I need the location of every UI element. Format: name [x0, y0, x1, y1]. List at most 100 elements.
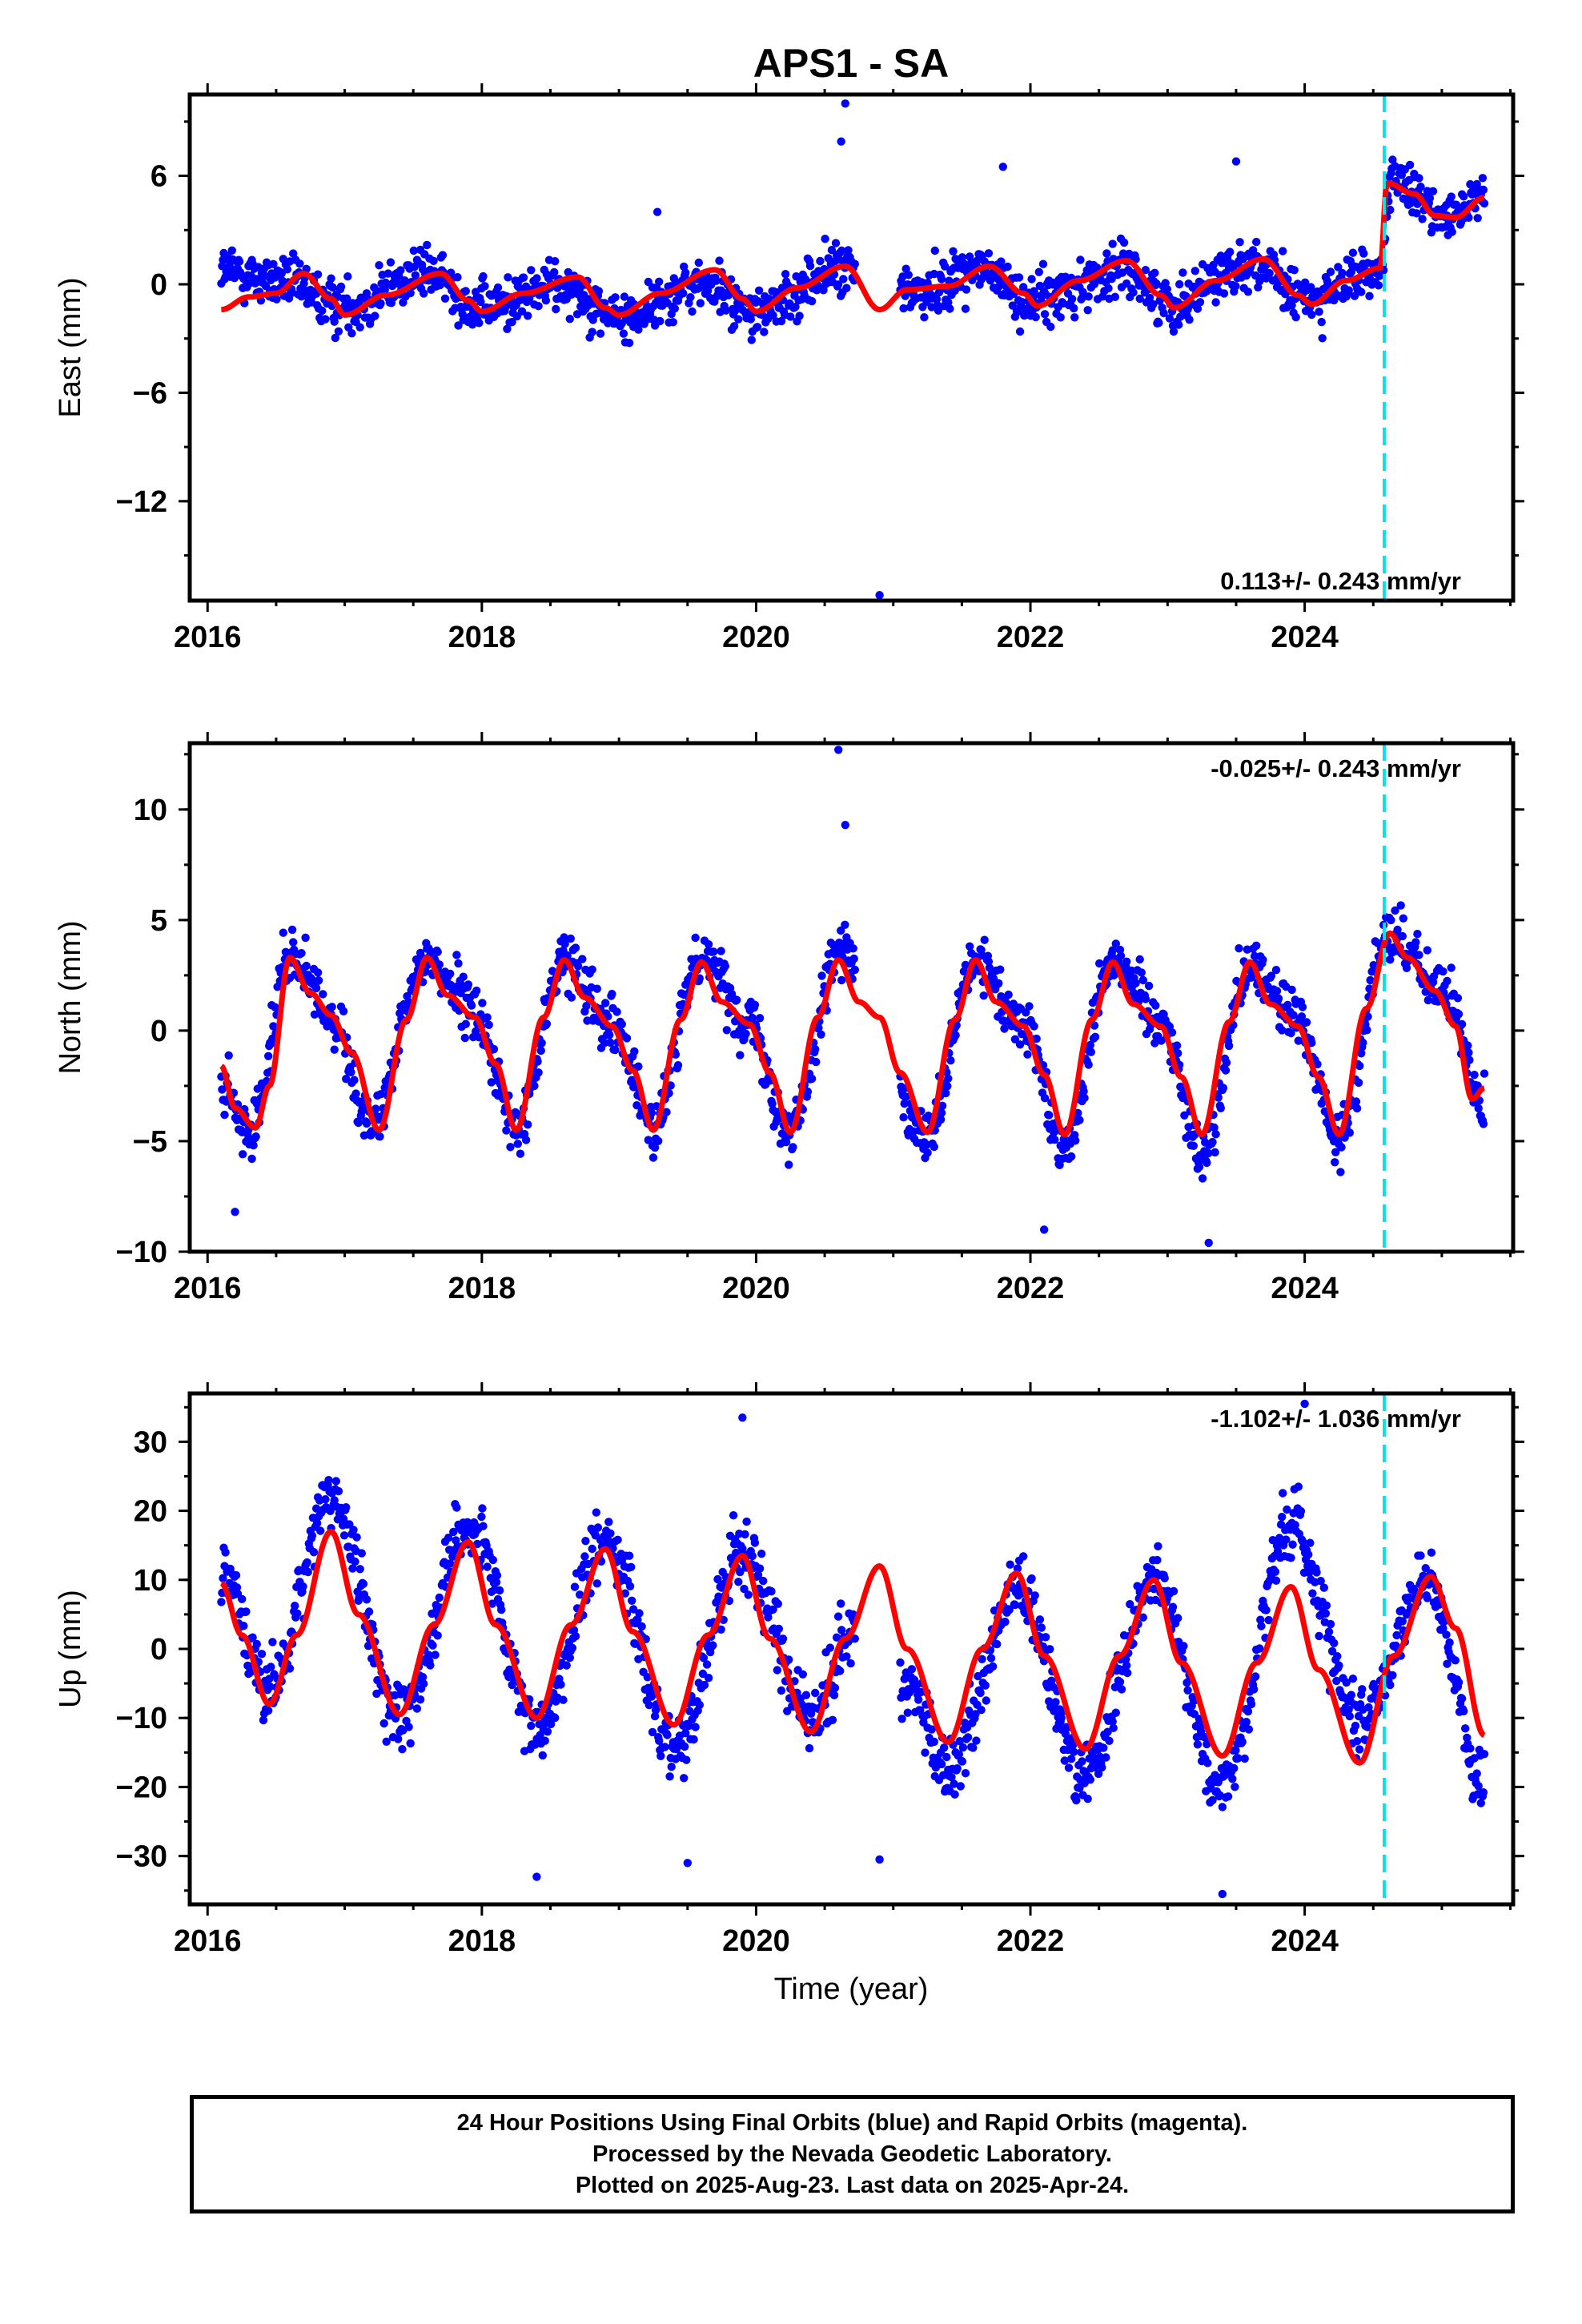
data-point	[492, 1571, 502, 1580]
data-point	[1338, 268, 1347, 278]
data-point	[1066, 1755, 1076, 1763]
data-point	[1332, 1676, 1341, 1686]
data-point	[842, 283, 851, 292]
data-point	[1071, 1136, 1080, 1145]
data-point	[899, 1113, 908, 1122]
data-point	[670, 304, 679, 313]
x-tick-label: 2024	[1271, 621, 1339, 654]
data-point	[1169, 327, 1178, 336]
data-point	[721, 306, 730, 315]
data-point	[740, 1584, 749, 1594]
data-point	[1289, 1011, 1298, 1019]
data-point	[521, 1136, 531, 1144]
data-point	[331, 333, 339, 343]
data-point	[980, 935, 989, 944]
data-point	[1318, 334, 1327, 343]
data-point	[454, 321, 463, 330]
data-point	[1344, 1705, 1353, 1714]
data-points	[217, 99, 1489, 600]
data-point	[1105, 1736, 1114, 1745]
data-point	[1447, 963, 1456, 972]
data-point	[747, 336, 756, 344]
data-point	[942, 1752, 951, 1762]
data-point	[534, 302, 543, 311]
outlier-point	[841, 99, 849, 108]
data-point	[941, 262, 950, 271]
data-point	[334, 1486, 343, 1496]
y-axis-label: North (mm)	[54, 920, 87, 1074]
data-point	[1416, 183, 1425, 191]
data-point	[781, 270, 790, 279]
data-point	[768, 1100, 777, 1108]
data-point	[1108, 946, 1117, 955]
data-point	[1294, 1482, 1303, 1491]
data-point	[311, 983, 321, 993]
data-point	[620, 1589, 630, 1598]
data-point	[264, 1706, 273, 1715]
data-point	[1070, 304, 1078, 313]
data-point	[1243, 1707, 1253, 1716]
data-point	[1137, 968, 1146, 977]
data-point	[1010, 1035, 1020, 1044]
data-point	[285, 1664, 295, 1673]
data-point	[1271, 966, 1281, 975]
data-point	[355, 323, 364, 332]
data-point	[331, 1477, 340, 1486]
data-point	[352, 1533, 361, 1542]
y-tick-label: −20	[116, 1771, 167, 1804]
data-point	[314, 976, 323, 985]
data-point	[661, 1743, 669, 1751]
data-point	[833, 1612, 843, 1621]
data-point	[594, 287, 604, 296]
data-point	[310, 1010, 319, 1019]
data-point	[420, 289, 428, 298]
data-point	[630, 1047, 639, 1056]
data-point	[1023, 1050, 1032, 1059]
data-point	[567, 993, 576, 1002]
data-point	[593, 1523, 603, 1532]
data-point	[1423, 1594, 1432, 1602]
data-point	[773, 1599, 782, 1608]
data-point	[759, 1576, 768, 1586]
y-tick-label: −12	[116, 485, 167, 519]
data-point	[811, 1688, 820, 1698]
data-point	[738, 1544, 747, 1554]
data-point	[537, 1039, 546, 1047]
data-point	[760, 328, 769, 336]
footer-line-2: Processed by the Nevada Geodetic Laborat…	[592, 2141, 1112, 2167]
data-point	[242, 1607, 251, 1616]
data-point	[637, 1622, 646, 1631]
data-point	[600, 1039, 609, 1047]
data-point	[461, 287, 470, 296]
panel-frame	[187, 741, 1516, 1254]
data-point	[1189, 1141, 1199, 1151]
data-point	[1195, 298, 1205, 307]
data-point	[1104, 283, 1113, 293]
data-point	[831, 239, 841, 247]
data-point	[1226, 247, 1235, 256]
data-point	[1464, 1041, 1472, 1050]
y-tick-label: −5	[133, 1125, 167, 1159]
data-point	[1271, 1567, 1280, 1576]
data-point	[476, 297, 485, 307]
data-point	[1072, 1795, 1081, 1805]
data-point	[1264, 1615, 1273, 1625]
data-point	[538, 1751, 547, 1760]
data-point	[301, 933, 310, 943]
data-point	[1111, 1708, 1121, 1717]
data-point	[446, 969, 455, 979]
data-point	[1473, 214, 1482, 223]
data-point	[803, 1088, 813, 1096]
data-point	[1040, 1094, 1050, 1103]
data-point	[1211, 298, 1220, 307]
data-point	[1203, 1158, 1211, 1168]
data-point	[297, 949, 306, 958]
model-fit-curve	[219, 180, 1486, 318]
data-point	[1251, 1672, 1260, 1681]
data-point	[904, 271, 913, 279]
x-tick-label: 2022	[997, 1272, 1065, 1305]
data-point	[850, 259, 860, 268]
data-point	[217, 1598, 226, 1606]
velocity-label: -0.025+/- 0.243 mm/yr	[1211, 754, 1461, 782]
data-point	[268, 1638, 277, 1647]
